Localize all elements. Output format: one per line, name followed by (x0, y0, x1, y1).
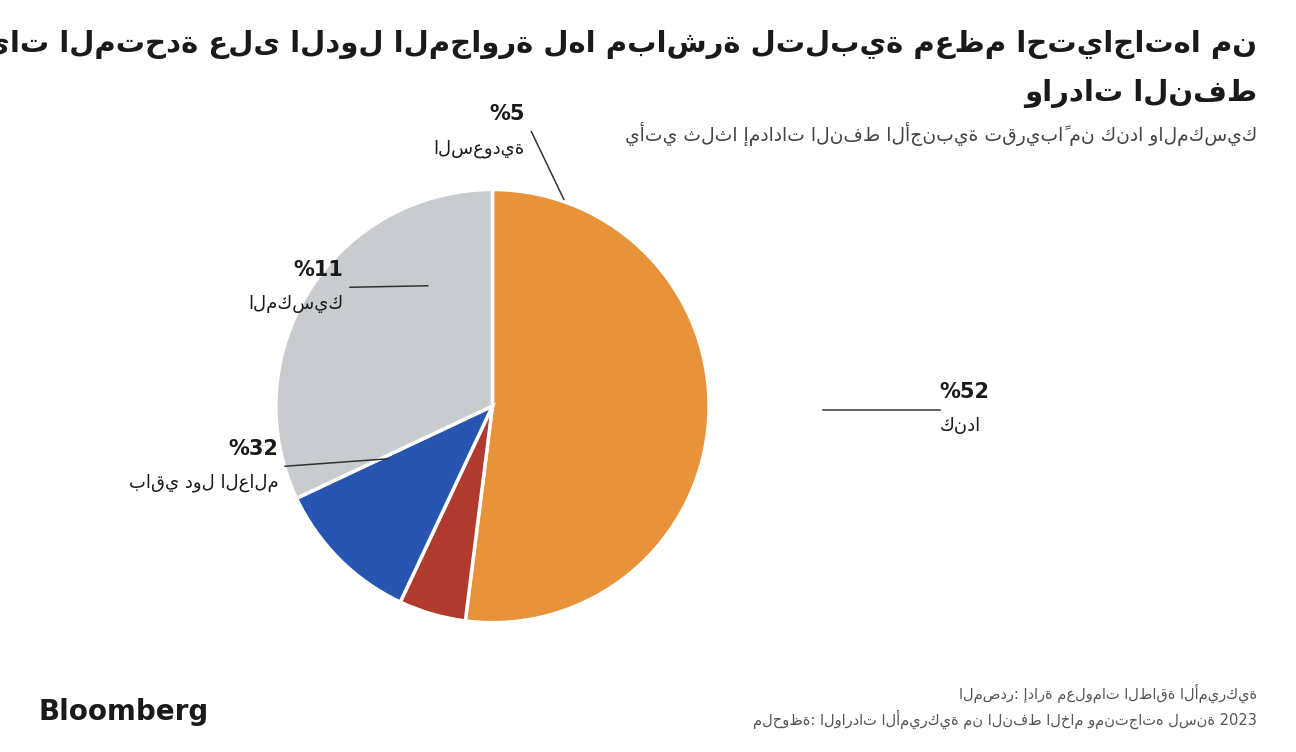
Text: باقي دول العالم: باقي دول العالم (128, 474, 279, 493)
Text: Bloomberg: Bloomberg (39, 698, 209, 726)
Wedge shape (297, 406, 492, 602)
Text: المصدر: إدارة معلومات الطاقة الأميركية: المصدر: إدارة معلومات الطاقة الأميركية (959, 684, 1257, 703)
Text: يأتي ثلثا إمدادات النفط الأجنبية تقريباً من كندا والمكسيك: يأتي ثلثا إمدادات النفط الأجنبية تقريباً… (625, 122, 1257, 146)
Text: تعتمد الولايات المتحدة على الدول المجاورة لها مباشرة لتلبية معظم احتياجاتها من: تعتمد الولايات المتحدة على الدول المجاور… (0, 30, 1257, 59)
Text: %11: %11 (294, 259, 343, 280)
Wedge shape (400, 406, 492, 621)
Wedge shape (465, 190, 709, 623)
Text: %52: %52 (940, 382, 990, 402)
Text: %5: %5 (490, 104, 525, 124)
Text: %32: %32 (229, 438, 279, 459)
Text: كندا: كندا (940, 417, 981, 435)
Wedge shape (276, 190, 492, 499)
Text: المكسيك: المكسيك (249, 295, 343, 313)
Text: واردات النفط: واردات النفط (1024, 79, 1257, 108)
Text: السعودية: السعودية (434, 139, 525, 158)
Text: ملحوظة: الواردات الأميركية من النفط الخام ومنتجاته لسنة 2023: ملحوظة: الواردات الأميركية من النفط الخا… (753, 710, 1257, 729)
